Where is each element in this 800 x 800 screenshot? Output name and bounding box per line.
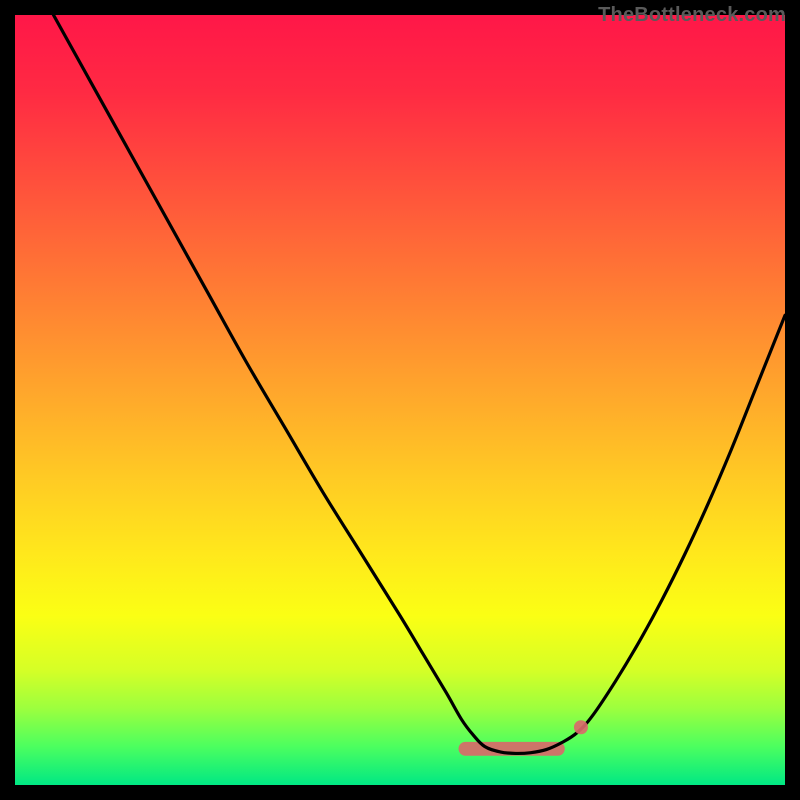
- watermark-text: TheBottleneck.com: [598, 4, 786, 27]
- bottleneck-curve: [54, 15, 786, 753]
- curve-layer: [15, 15, 785, 785]
- highlight-marker: [574, 720, 588, 734]
- plot-area: [15, 15, 785, 785]
- chart-container: TheBottleneck.com: [0, 0, 800, 800]
